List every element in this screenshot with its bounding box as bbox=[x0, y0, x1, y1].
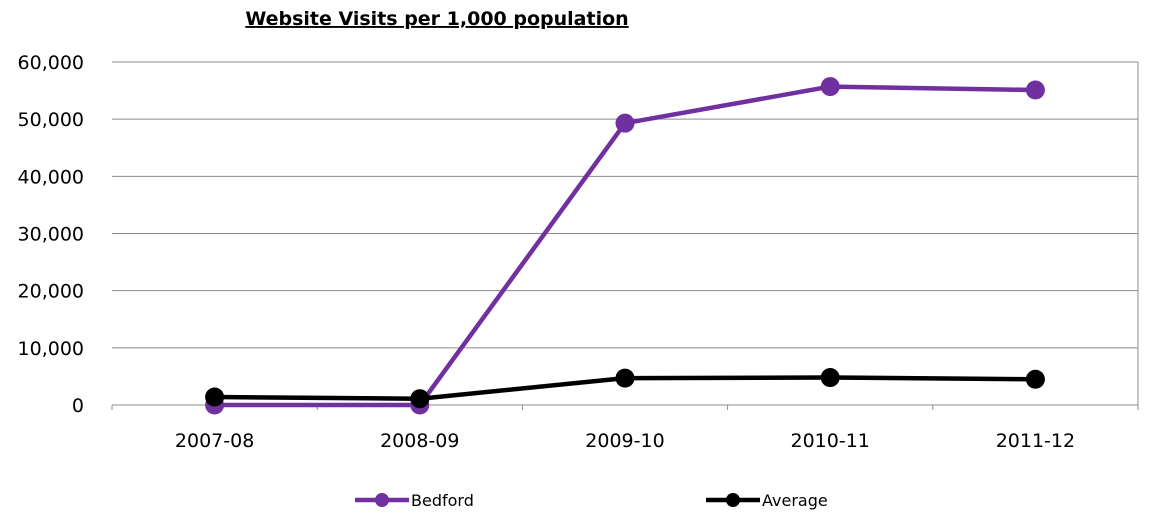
y-tick-label: 30,000 bbox=[18, 224, 84, 246]
legend-item-bedford: Bedford bbox=[355, 491, 474, 510]
legend-marker-bedford bbox=[375, 493, 389, 507]
x-tick-label: 2009-10 bbox=[585, 430, 664, 452]
chart-title: Website Visits per 1,000 population bbox=[245, 8, 628, 30]
gridlines bbox=[112, 61, 1139, 405]
data-point-average bbox=[205, 387, 225, 407]
y-axis-tick-labels: 0 10,000 20,000 30,000 40,000 50,000 60,000 bbox=[18, 52, 84, 417]
legend-item-average: Average bbox=[706, 491, 828, 510]
data-point-bedford bbox=[615, 113, 635, 133]
data-point-average bbox=[820, 368, 840, 388]
y-tick-label: 20,000 bbox=[18, 281, 84, 303]
x-axis-tick-labels: 2007-08 2008-09 2009-10 2010-11 2011-12 bbox=[175, 430, 1075, 452]
x-tick-label: 2007-08 bbox=[175, 430, 254, 452]
series-lines bbox=[205, 77, 1045, 415]
legend-label-bedford: Bedford bbox=[411, 491, 474, 510]
y-tick-label: 10,000 bbox=[18, 338, 84, 360]
legend-label-average: Average bbox=[762, 491, 828, 510]
x-tick-label: 2010-11 bbox=[791, 430, 870, 452]
x-tick-label: 2011-12 bbox=[996, 430, 1075, 452]
data-point-bedford bbox=[820, 77, 840, 97]
series-line-bedford bbox=[214, 84, 1036, 408]
data-point-bedford bbox=[1025, 80, 1045, 100]
x-tick-label: 2008-09 bbox=[380, 430, 459, 452]
series-average bbox=[205, 368, 1045, 409]
legend: Bedford Average bbox=[355, 491, 828, 510]
y-tick-label: 60,000 bbox=[18, 52, 84, 74]
data-point-average bbox=[410, 389, 430, 409]
y-tick-label: 0 bbox=[72, 395, 84, 417]
y-tick-label: 50,000 bbox=[18, 109, 84, 131]
data-point-average bbox=[615, 368, 635, 388]
legend-marker-average bbox=[726, 493, 740, 507]
data-point-average bbox=[1025, 369, 1045, 389]
series-bedford bbox=[205, 77, 1045, 415]
y-tick-label: 40,000 bbox=[18, 166, 84, 188]
